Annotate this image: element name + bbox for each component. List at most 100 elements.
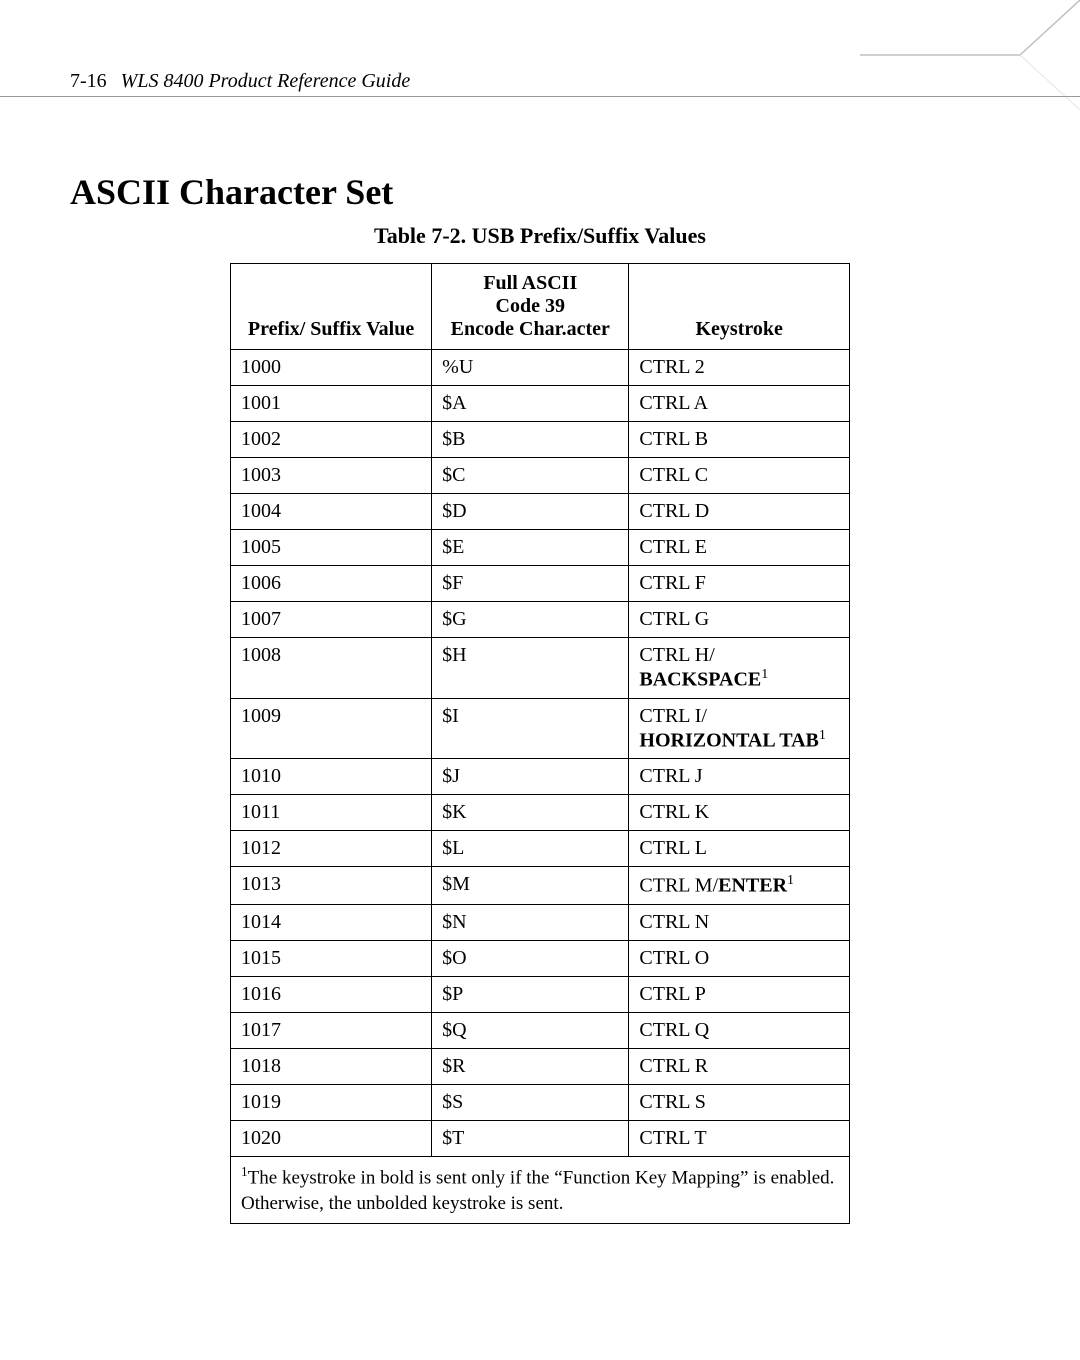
cell-prefix-suffix-value: 1000 [231,350,432,386]
table-row: 1017$QCTRL Q [231,1012,850,1048]
cell-prefix-suffix-value: 1012 [231,831,432,867]
keystroke-plain: CTRL H/ [639,644,714,666]
keystroke-plain: CTRL D [639,500,709,522]
col-header-keystroke: Keystroke [629,264,850,350]
cell-prefix-suffix-value: 1001 [231,386,432,422]
keystroke-footnote-ref: 1 [819,728,826,743]
cell-prefix-suffix-value: 1018 [231,1048,432,1084]
keystroke-plain: CTRL J [639,765,702,787]
footnote-marker: 1 [241,1164,248,1179]
cell-keystroke: CTRL P [629,976,850,1012]
table-row: 1013$MCTRL M/ENTER1 [231,867,850,905]
page-number: 7-16 [70,70,107,92]
cell-prefix-suffix-value: 1016 [231,976,432,1012]
cell-prefix-suffix-value: 1004 [231,494,432,530]
cell-encode-character: $A [432,386,629,422]
header-rule [0,96,1080,97]
table-row: 1003$C CTRL C [231,458,850,494]
cell-encode-character: $O [432,940,629,976]
cell-keystroke: CTRL L [629,831,850,867]
table-row: 1015$O CTRL O [231,940,850,976]
keystroke-plain: CTRL M/ [639,875,718,897]
cell-prefix-suffix-value: 1019 [231,1084,432,1120]
cell-prefix-suffix-value: 1006 [231,566,432,602]
table-row: 1006$F CTRL F [231,566,850,602]
cell-encode-character: $I [432,698,629,759]
table-row: 1000%UCTRL 2 [231,350,850,386]
cell-prefix-suffix-value: 1002 [231,422,432,458]
table-footnote-row: 1The keystroke in bold is sent only if t… [231,1156,850,1223]
cell-prefix-suffix-value: 1009 [231,698,432,759]
cell-prefix-suffix-value: 1020 [231,1120,432,1156]
keystroke-footnote-ref: 1 [761,667,768,682]
table-header-row: Prefix/ Suffix Value Full ASCII Code 39 … [231,264,850,350]
cell-keystroke: CTRL J [629,759,850,795]
cell-prefix-suffix-value: 1013 [231,867,432,905]
keystroke-plain: CTRL I/ [639,705,707,727]
keystroke-plain: CTRL O [639,947,709,969]
cell-prefix-suffix-value: 1007 [231,602,432,638]
table-row: 1008$HCTRL H/BACKSPACE1 [231,638,850,699]
cell-encode-character: $P [432,976,629,1012]
col-header-encode-character: Full ASCII Code 39 Encode Char.acter [432,264,629,350]
cell-keystroke: CTRL I/HORIZONTAL TAB1 [629,698,850,759]
cell-prefix-suffix-value: 1003 [231,458,432,494]
cell-encode-character: $F [432,566,629,602]
cell-keystroke: CTRL K [629,795,850,831]
table-footnote: The keystroke in bold is sent only if th… [241,1167,834,1214]
cell-keystroke: CTRL N [629,904,850,940]
cell-prefix-suffix-value: 1015 [231,940,432,976]
keystroke-bold: ENTER [718,875,787,897]
cell-encode-character: %U [432,350,629,386]
table-row: 1011$KCTRL K [231,795,850,831]
cell-keystroke: CTRL O [629,940,850,976]
cell-encode-character: $N [432,904,629,940]
running-title: WLS 8400 Product Reference Guide [121,70,411,92]
keystroke-plain: CTRL G [639,608,709,630]
cell-encode-character: $Q [432,1012,629,1048]
cell-encode-character: $J [432,759,629,795]
table-row: 1019$S CTRL S [231,1084,850,1120]
cell-encode-character: $C [432,458,629,494]
keystroke-plain: CTRL P [639,983,706,1005]
cell-keystroke: CTRL S [629,1084,850,1120]
cell-keystroke: CTRL F [629,566,850,602]
keystroke-plain: CTRL C [639,464,708,486]
cell-keystroke: CTRL M/ENTER1 [629,867,850,905]
table-row: 1009$ICTRL I/HORIZONTAL TAB1 [231,698,850,759]
keystroke-plain: CTRL L [639,837,707,859]
cell-keystroke: CTRL G [629,602,850,638]
col-header-prefix-suffix: Prefix/ Suffix Value [231,264,432,350]
table-row: 1018$R CTRL R [231,1048,850,1084]
cell-prefix-suffix-value: 1005 [231,530,432,566]
table-caption: Table 7-2. USB Prefix/Suffix Values [70,223,1010,249]
keystroke-plain: CTRL S [639,1091,706,1113]
keystroke-plain: CTRL B [639,428,708,450]
cell-encode-character: $L [432,831,629,867]
cell-encode-character: $B [432,422,629,458]
keystroke-plain: CTRL T [639,1127,706,1149]
cell-keystroke: CTRL D [629,494,850,530]
keystroke-plain: CTRL Q [639,1019,709,1041]
table-row: 1020$TCTRL T [231,1120,850,1156]
page-corner-fold-decoration [860,0,1080,110]
cell-keystroke: CTRL E [629,530,850,566]
cell-prefix-suffix-value: 1011 [231,795,432,831]
cell-encode-character: $G [432,602,629,638]
table-row: 1002$B CTRL B [231,422,850,458]
cell-encode-character: $S [432,1084,629,1120]
keystroke-bold: HORIZONTAL TAB [639,729,819,751]
table-row: 1004$DCTRL D [231,494,850,530]
cell-keystroke: CTRL R [629,1048,850,1084]
cell-encode-character: $R [432,1048,629,1084]
cell-encode-character: $H [432,638,629,699]
keystroke-plain: CTRL E [639,536,707,558]
keystroke-plain: CTRL N [639,911,709,933]
table-row: 1001$ACTRL A [231,386,850,422]
cell-keystroke: CTRL T [629,1120,850,1156]
cell-encode-character: $M [432,867,629,905]
cell-prefix-suffix-value: 1010 [231,759,432,795]
keystroke-plain: CTRL R [639,1055,708,1077]
keystroke-bold: BACKSPACE [639,669,761,691]
keystroke-plain: CTRL F [639,572,706,594]
